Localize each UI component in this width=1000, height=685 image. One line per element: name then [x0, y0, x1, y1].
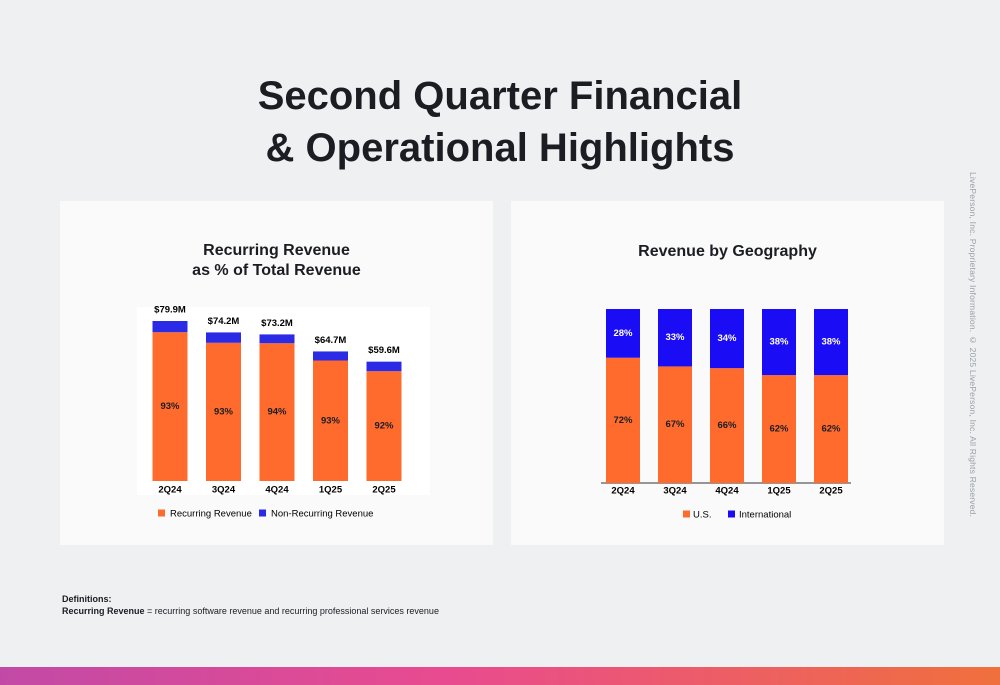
x-tick-label: 2Q24	[611, 486, 635, 497]
x-tick-label: 1Q25	[319, 485, 343, 496]
bar-segment	[366, 371, 402, 481]
bar-segment	[152, 321, 188, 333]
value-label: 72%	[613, 415, 633, 426]
bar-segment	[206, 342, 241, 481]
legend-swatch	[728, 510, 735, 518]
legend-swatch	[259, 509, 266, 517]
bar-segment	[606, 309, 640, 358]
value-label: 94%	[267, 407, 287, 418]
x-tick-label: 3Q24	[663, 486, 687, 497]
x-tick-label: 3Q24	[212, 485, 236, 496]
total-label: $59.6M	[368, 345, 400, 356]
x-tick-label: 2Q25	[819, 486, 843, 497]
gradient-bar	[0, 667, 1000, 685]
legend-label: Non-Recurring Revenue	[271, 509, 373, 520]
x-tick-label: 2Q24	[158, 485, 182, 496]
total-label: $79.9M	[154, 305, 186, 316]
page-title: Second Quarter Financial & Operational H…	[257, 74, 743, 170]
value-label: 33%	[665, 332, 685, 343]
definition: Recurring Revenue = recurring software r…	[62, 605, 439, 617]
bar-segment	[206, 332, 241, 343]
bar-segment	[658, 366, 692, 483]
bar-segment	[658, 309, 692, 367]
bar-segment	[814, 309, 848, 376]
bar-segment	[710, 309, 744, 369]
x-tick-label: 1Q25	[767, 486, 791, 497]
bar-segment	[152, 332, 188, 481]
side-note: LivePerson, Inc. Proprietary Information…	[968, 172, 978, 518]
value-label: 92%	[374, 421, 394, 432]
value-label: 67%	[665, 419, 685, 430]
bar-segment	[259, 334, 295, 344]
panel: Revenue by Geography	[511, 201, 944, 545]
chart-title: Recurring Revenue as % of Total Revenue	[192, 242, 361, 279]
bar-segment	[366, 361, 402, 372]
value-label: 38%	[821, 337, 841, 348]
bar-segment	[606, 357, 640, 483]
value-label: 62%	[821, 424, 841, 435]
bar-segment	[762, 375, 796, 483]
value-label: 38%	[769, 337, 789, 348]
legend-swatch	[158, 509, 165, 517]
definitions-heading: Definitions:	[62, 594, 112, 604]
x-tick-label: 2Q25	[372, 485, 396, 496]
bar-segment	[814, 375, 848, 483]
chart-title: Revenue by Geography	[638, 243, 817, 260]
bar-segment	[313, 351, 348, 361]
total-label: $74.2M	[208, 316, 240, 327]
bar-segment	[710, 368, 744, 483]
legend-label: U.S.	[693, 510, 711, 521]
legend-swatch	[683, 510, 690, 518]
definitions: Definitions: Recurring Revenue = recurri…	[62, 593, 439, 617]
bar-segment	[762, 309, 796, 376]
value-label: 34%	[717, 333, 737, 344]
definition-text: = recurring software revenue and recurri…	[147, 606, 439, 616]
total-label: $64.7M	[315, 335, 347, 346]
legend-label: International	[739, 510, 791, 521]
value-label: 93%	[214, 406, 234, 417]
value-label: 62%	[769, 424, 789, 435]
bar-segment	[313, 360, 348, 481]
x-tick-label: 4Q24	[715, 486, 739, 497]
bar-segment	[259, 343, 295, 481]
definition-term: Recurring Revenue	[62, 606, 145, 616]
value-label: 28%	[613, 328, 633, 339]
x-tick-label: 4Q24	[265, 485, 289, 496]
value-label: 93%	[321, 415, 341, 426]
value-label: 66%	[717, 420, 737, 431]
legend-label: Recurring Revenue	[170, 509, 252, 520]
value-label: 93%	[160, 401, 180, 412]
total-label: $73.2M	[261, 318, 293, 329]
